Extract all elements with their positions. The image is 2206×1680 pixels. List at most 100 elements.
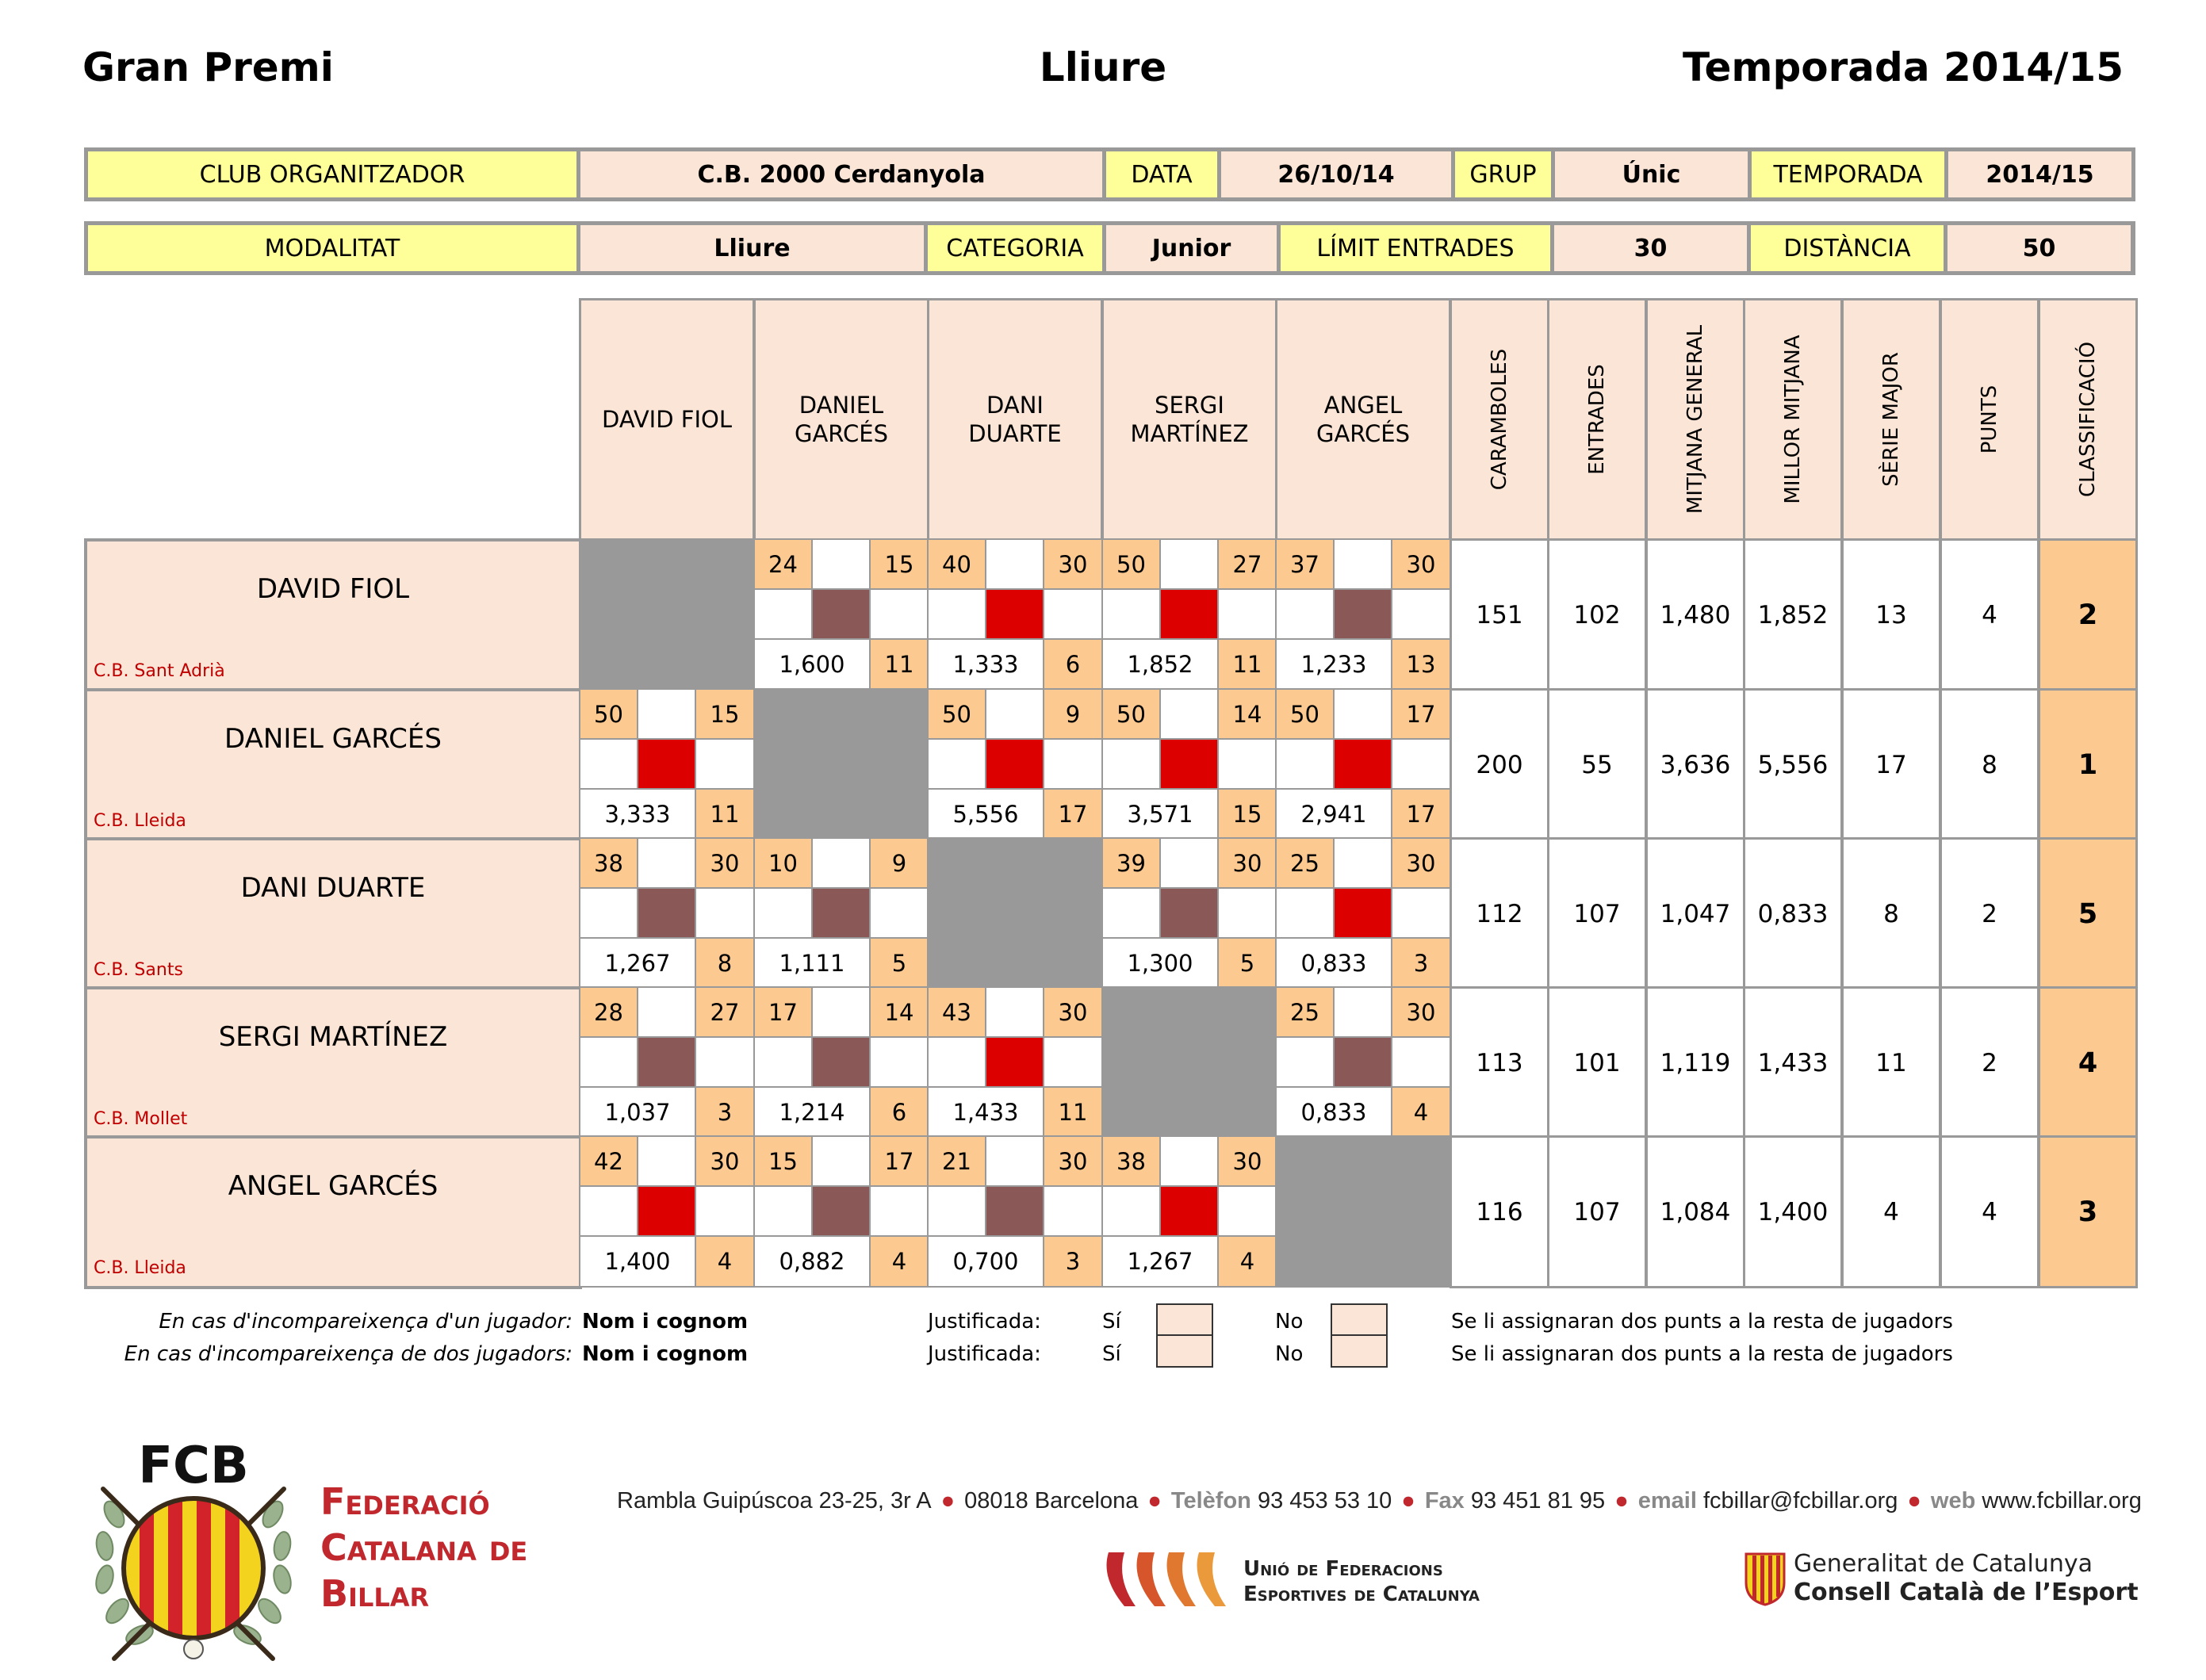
player-club: C.B. Lleida xyxy=(94,811,186,831)
blank-cell xyxy=(579,738,638,790)
entrades-cell: 30 xyxy=(1043,1135,1103,1187)
caramboles-cell: 25 xyxy=(1275,986,1335,1038)
blank-cell xyxy=(753,1036,813,1088)
blank-cell xyxy=(753,1185,813,1237)
blank-cell xyxy=(927,1036,986,1088)
absence-label: En cas d'incompareixença d'un jugador: xyxy=(159,1310,573,1334)
no-checkbox[interactable] xyxy=(1331,1334,1388,1368)
ufec-line-2: Esportives de Catalunya xyxy=(1243,1582,1480,1606)
stat-cell: 1,119 xyxy=(1645,986,1745,1139)
contact-line: Rambla Guipúscoa 23-25, 3r A ● 08018 Barce… xyxy=(617,1488,2142,1514)
bullet-icon: ● xyxy=(1401,1488,1415,1514)
mitjana-cell: 5,556 xyxy=(927,788,1044,840)
loss-marker xyxy=(637,1036,696,1088)
blank-cell xyxy=(1159,837,1219,889)
grup-value: Únic xyxy=(1555,151,1748,197)
blank-cell xyxy=(1391,1036,1451,1088)
blank-cell xyxy=(811,538,871,590)
stat-cell: 0,833 xyxy=(1743,837,1843,990)
si-checkbox[interactable] xyxy=(1156,1303,1213,1337)
generalitat-line-1: Generalitat de Catalunya xyxy=(1794,1550,2093,1578)
player-club: C.B. Mollet xyxy=(94,1109,188,1129)
mitjana-cell: 1,852 xyxy=(1101,638,1219,691)
caramboles-cell: 50 xyxy=(1101,538,1161,590)
blank-cell xyxy=(1275,1036,1335,1088)
generalitat-emblem-icon xyxy=(1745,1552,1786,1606)
loss-marker xyxy=(811,588,871,640)
blank-cell xyxy=(811,986,871,1038)
ufec-name: Unió de Federacions Esportives de Catalu… xyxy=(1243,1556,1480,1607)
blank-cell xyxy=(811,837,871,889)
loss-marker xyxy=(811,887,871,939)
entrades-cell: 27 xyxy=(695,986,755,1038)
serie-cell: 11 xyxy=(1043,1086,1103,1138)
column-header-stat-label: MILLOR MITJANA xyxy=(1781,335,1805,504)
ufec-line-1: Unió de Federacions xyxy=(1243,1557,1443,1581)
fcb-logo-text: FCB xyxy=(138,1437,248,1495)
entrades-cell: 30 xyxy=(1217,1135,1277,1187)
column-header-stat: PUNTS xyxy=(1940,298,2039,541)
column-header-player: DAVID FIOL xyxy=(579,298,755,541)
serie-cell: 11 xyxy=(1217,638,1277,691)
grup-label: GRUP xyxy=(1455,151,1551,197)
blank-cell xyxy=(1043,588,1103,640)
win-marker xyxy=(637,738,696,790)
blank-cell xyxy=(1159,688,1219,740)
entrades-cell: 30 xyxy=(695,1135,755,1187)
si-checkbox[interactable] xyxy=(1156,1334,1213,1368)
player-name: ANGEL GARCÉS xyxy=(228,1170,439,1202)
serie-cell: 13 xyxy=(1391,638,1451,691)
entrades-cell: 30 xyxy=(1391,538,1451,590)
blank-cell xyxy=(869,1036,929,1088)
entrades-cell: 17 xyxy=(869,1135,929,1187)
federation-name-line-3: Billar xyxy=(320,1572,430,1615)
email-link[interactable]: fcbillar@fcbillar.org xyxy=(1702,1488,1898,1514)
no-label: No xyxy=(1275,1342,1304,1366)
bullet-icon: ● xyxy=(1614,1488,1629,1514)
blank-cell xyxy=(1159,1135,1219,1187)
stat-cell: 4 xyxy=(1940,538,2039,691)
entrades-cell: 30 xyxy=(1043,986,1103,1038)
blank-cell xyxy=(579,887,638,939)
federation-name-line-2: Catalana de xyxy=(320,1526,528,1569)
no-checkbox[interactable] xyxy=(1331,1303,1388,1337)
blank-cell xyxy=(1159,538,1219,590)
player-row-header: SERGI MARTÍNEZ C.B. Mollet xyxy=(84,986,582,1140)
blank-cell xyxy=(1101,1185,1161,1237)
blank-cell xyxy=(1217,738,1277,790)
email-label: email xyxy=(1637,1488,1697,1514)
entrades-cell: 30 xyxy=(695,837,755,889)
absence-rule-text: Se li assignaran dos punts a la resta de… xyxy=(1451,1310,1953,1334)
win-marker xyxy=(985,1036,1044,1088)
entrades-cell: 15 xyxy=(695,688,755,740)
serie-cell: 15 xyxy=(1217,788,1277,840)
club-organitzador-value: C.B. 2000 Cerdanyola xyxy=(580,151,1102,197)
title-right: Temporada 2014/15 xyxy=(1683,44,2124,90)
loss-marker xyxy=(811,1185,871,1237)
stat-cell: 1,084 xyxy=(1645,1135,1745,1288)
loss-marker xyxy=(1333,588,1392,640)
column-header-stat-label: MITJANA GENERAL xyxy=(1683,324,1707,515)
caramboles-cell: 38 xyxy=(579,837,638,889)
column-header-stat: CARAMBOLES xyxy=(1450,298,1549,541)
loss-marker xyxy=(637,887,696,939)
web-link[interactable]: www.fcbillar.org xyxy=(1982,1488,2142,1514)
win-marker xyxy=(985,738,1044,790)
blank-cell xyxy=(1043,738,1103,790)
win-marker xyxy=(1333,887,1392,939)
no-label: No xyxy=(1275,1310,1304,1334)
win-marker xyxy=(985,588,1044,640)
stat-cell: 116 xyxy=(1450,1135,1549,1288)
classificacio-cell: 2 xyxy=(2038,538,2138,691)
stat-cell: 1,047 xyxy=(1645,837,1745,990)
self-match-blank xyxy=(1101,986,1277,1138)
entrades-cell: 17 xyxy=(1391,688,1451,740)
mitjana-cell: 0,700 xyxy=(927,1235,1044,1288)
serie-cell: 4 xyxy=(1391,1086,1451,1138)
address-street: Rambla Guipúscoa 23-25, 3r A xyxy=(617,1488,932,1514)
caramboles-cell: 39 xyxy=(1101,837,1161,889)
column-header-stat: MITJANA GENERAL xyxy=(1645,298,1745,541)
blank-cell xyxy=(1217,588,1277,640)
modalitat-value: Lliure xyxy=(580,225,924,271)
blank-cell xyxy=(1391,738,1451,790)
